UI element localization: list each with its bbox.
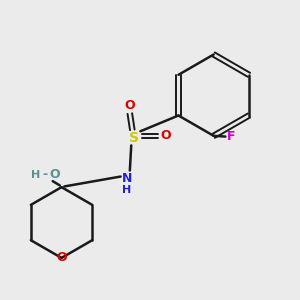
Text: H: H bbox=[31, 170, 40, 180]
Text: S: S bbox=[129, 130, 139, 145]
Text: N: N bbox=[122, 172, 132, 185]
Text: O: O bbox=[50, 168, 61, 181]
Text: O: O bbox=[56, 251, 67, 264]
Text: -: - bbox=[42, 168, 47, 181]
Text: F: F bbox=[227, 130, 236, 143]
Text: O: O bbox=[124, 99, 135, 112]
Text: O: O bbox=[160, 129, 171, 142]
Text: H: H bbox=[122, 184, 132, 195]
